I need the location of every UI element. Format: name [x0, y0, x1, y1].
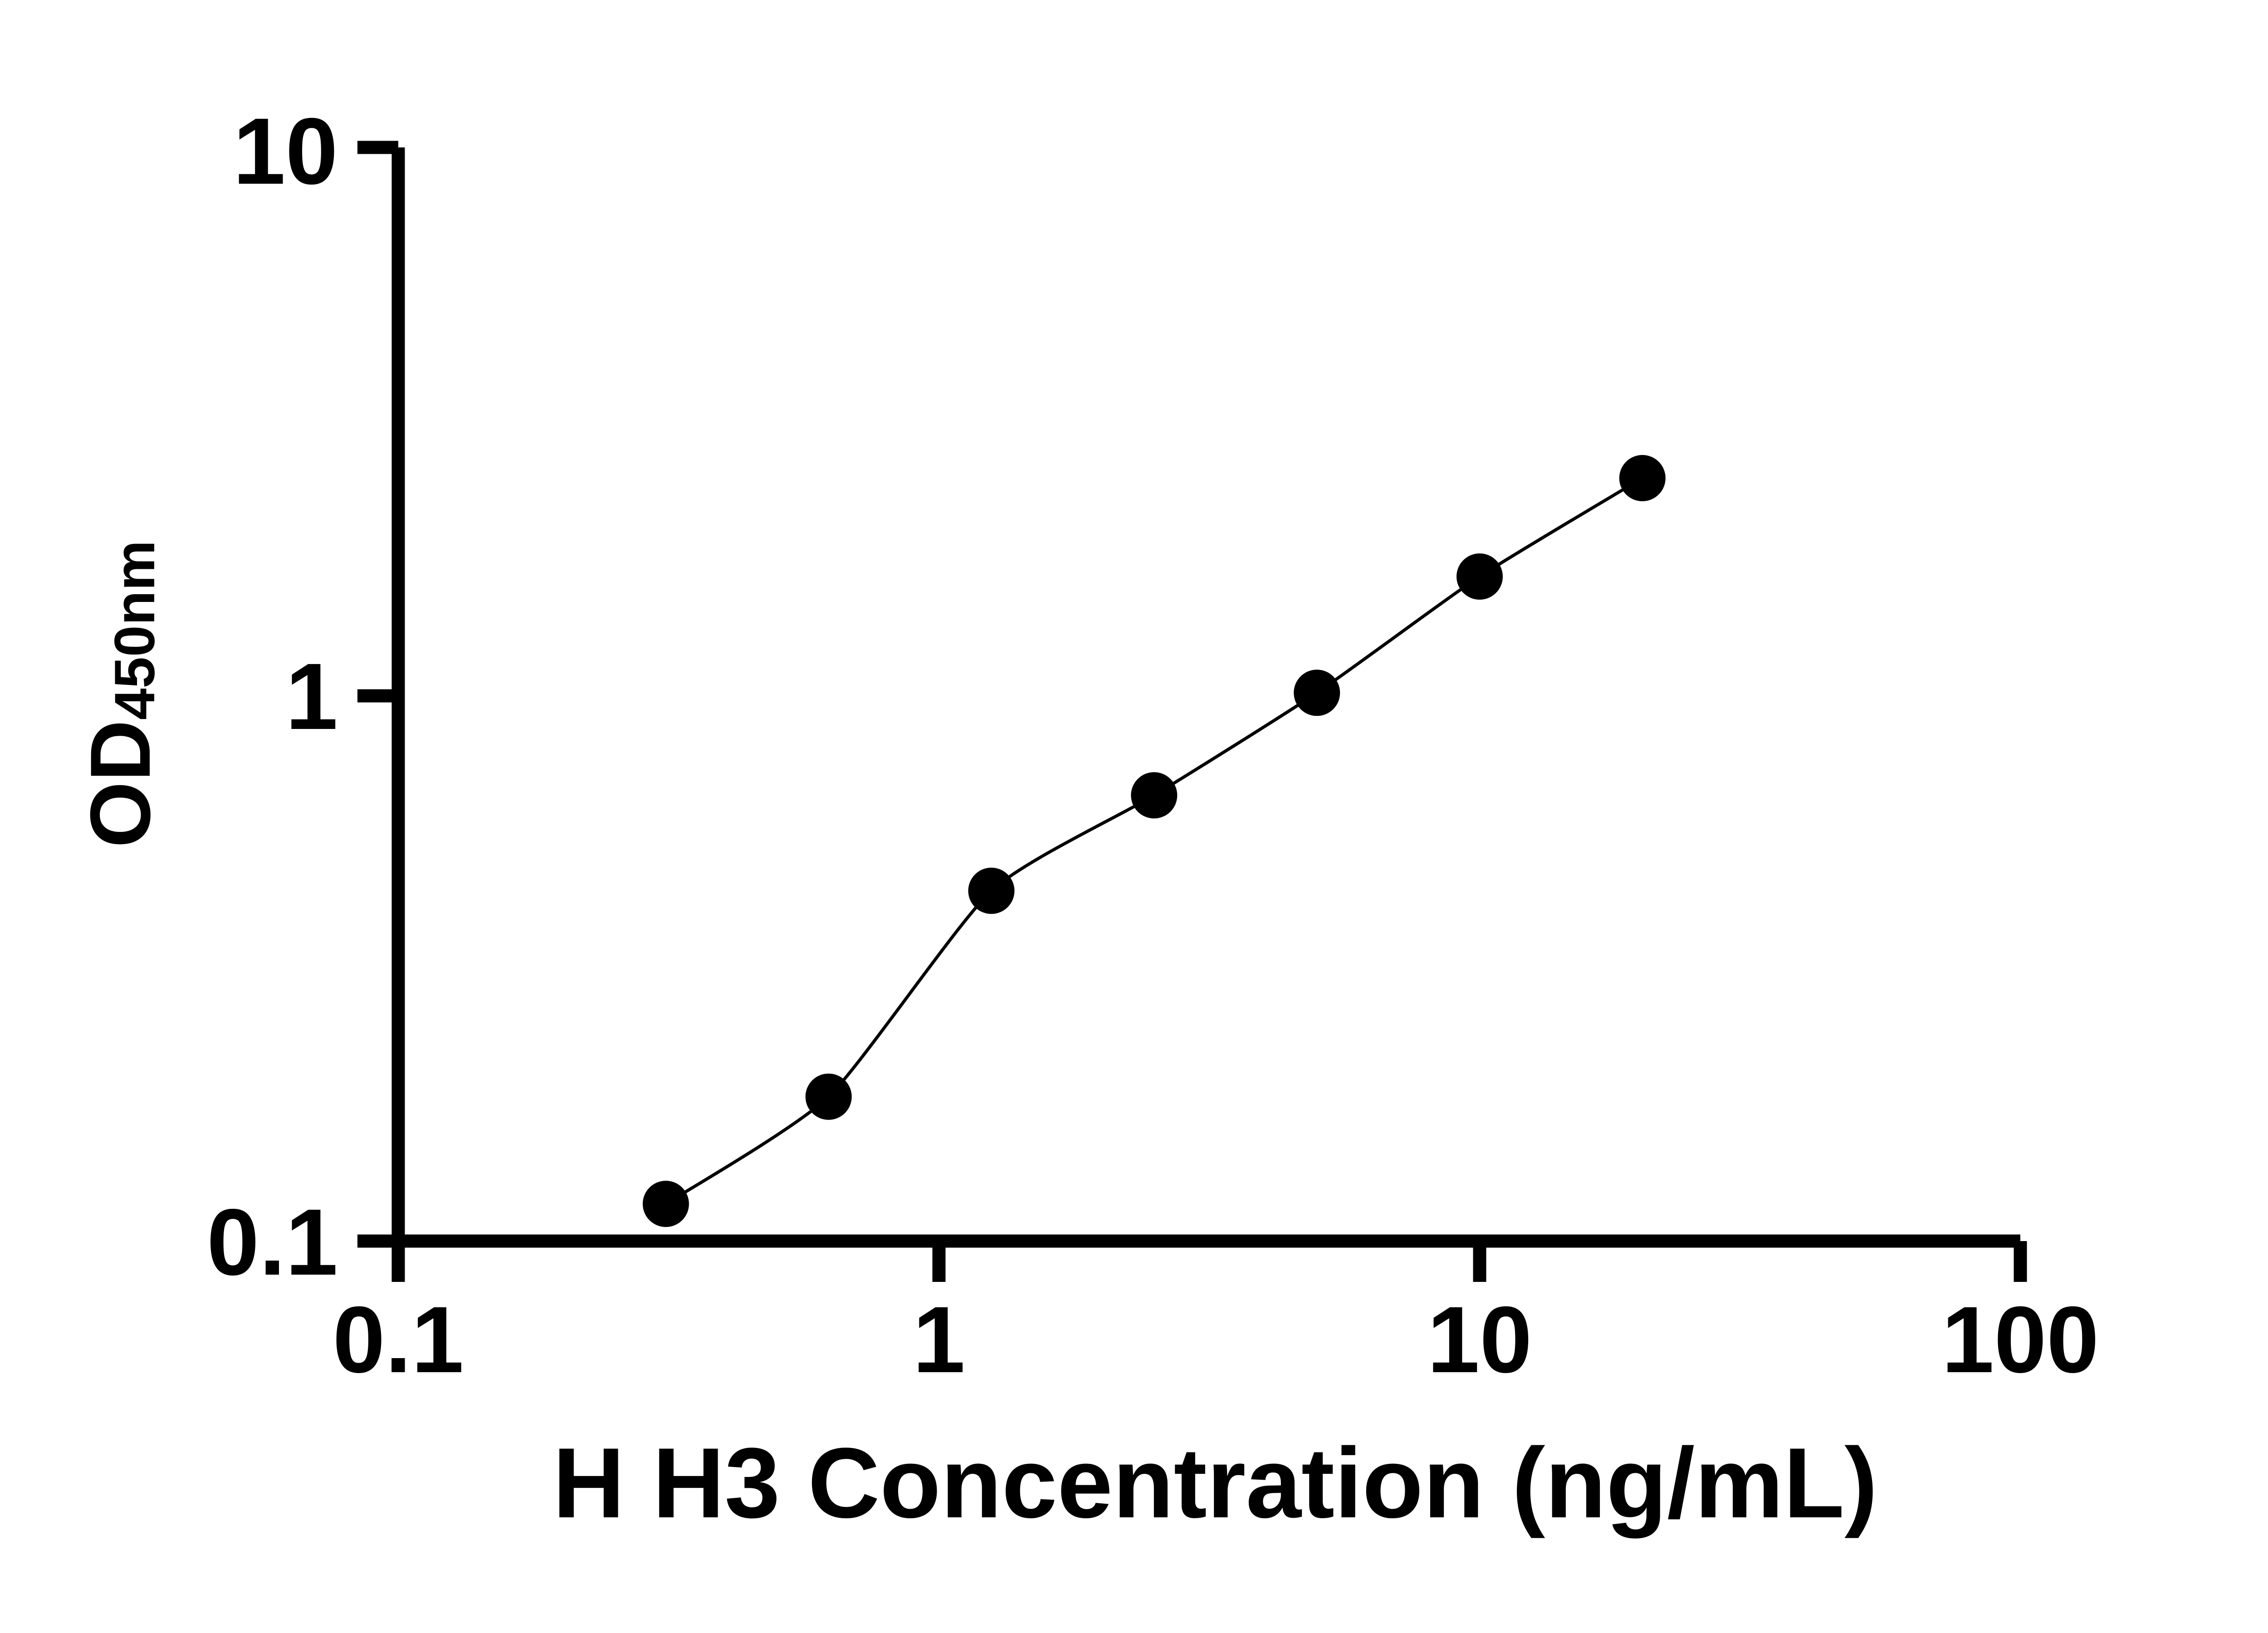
svg-text:100: 100 — [1941, 1287, 2099, 1393]
svg-text:H H3 Concentration (ng/mL): H H3 Concentration (ng/mL) — [552, 1427, 1877, 1539]
svg-text:0.1: 0.1 — [332, 1287, 464, 1393]
svg-text:10: 10 — [1427, 1287, 1532, 1393]
svg-text:1: 1 — [913, 1287, 965, 1393]
svg-text:10: 10 — [233, 99, 338, 204]
svg-text:0.1: 0.1 — [207, 1190, 338, 1295]
svg-text:OD450nm: OD450nm — [73, 540, 168, 848]
svg-text:1: 1 — [285, 644, 338, 749]
